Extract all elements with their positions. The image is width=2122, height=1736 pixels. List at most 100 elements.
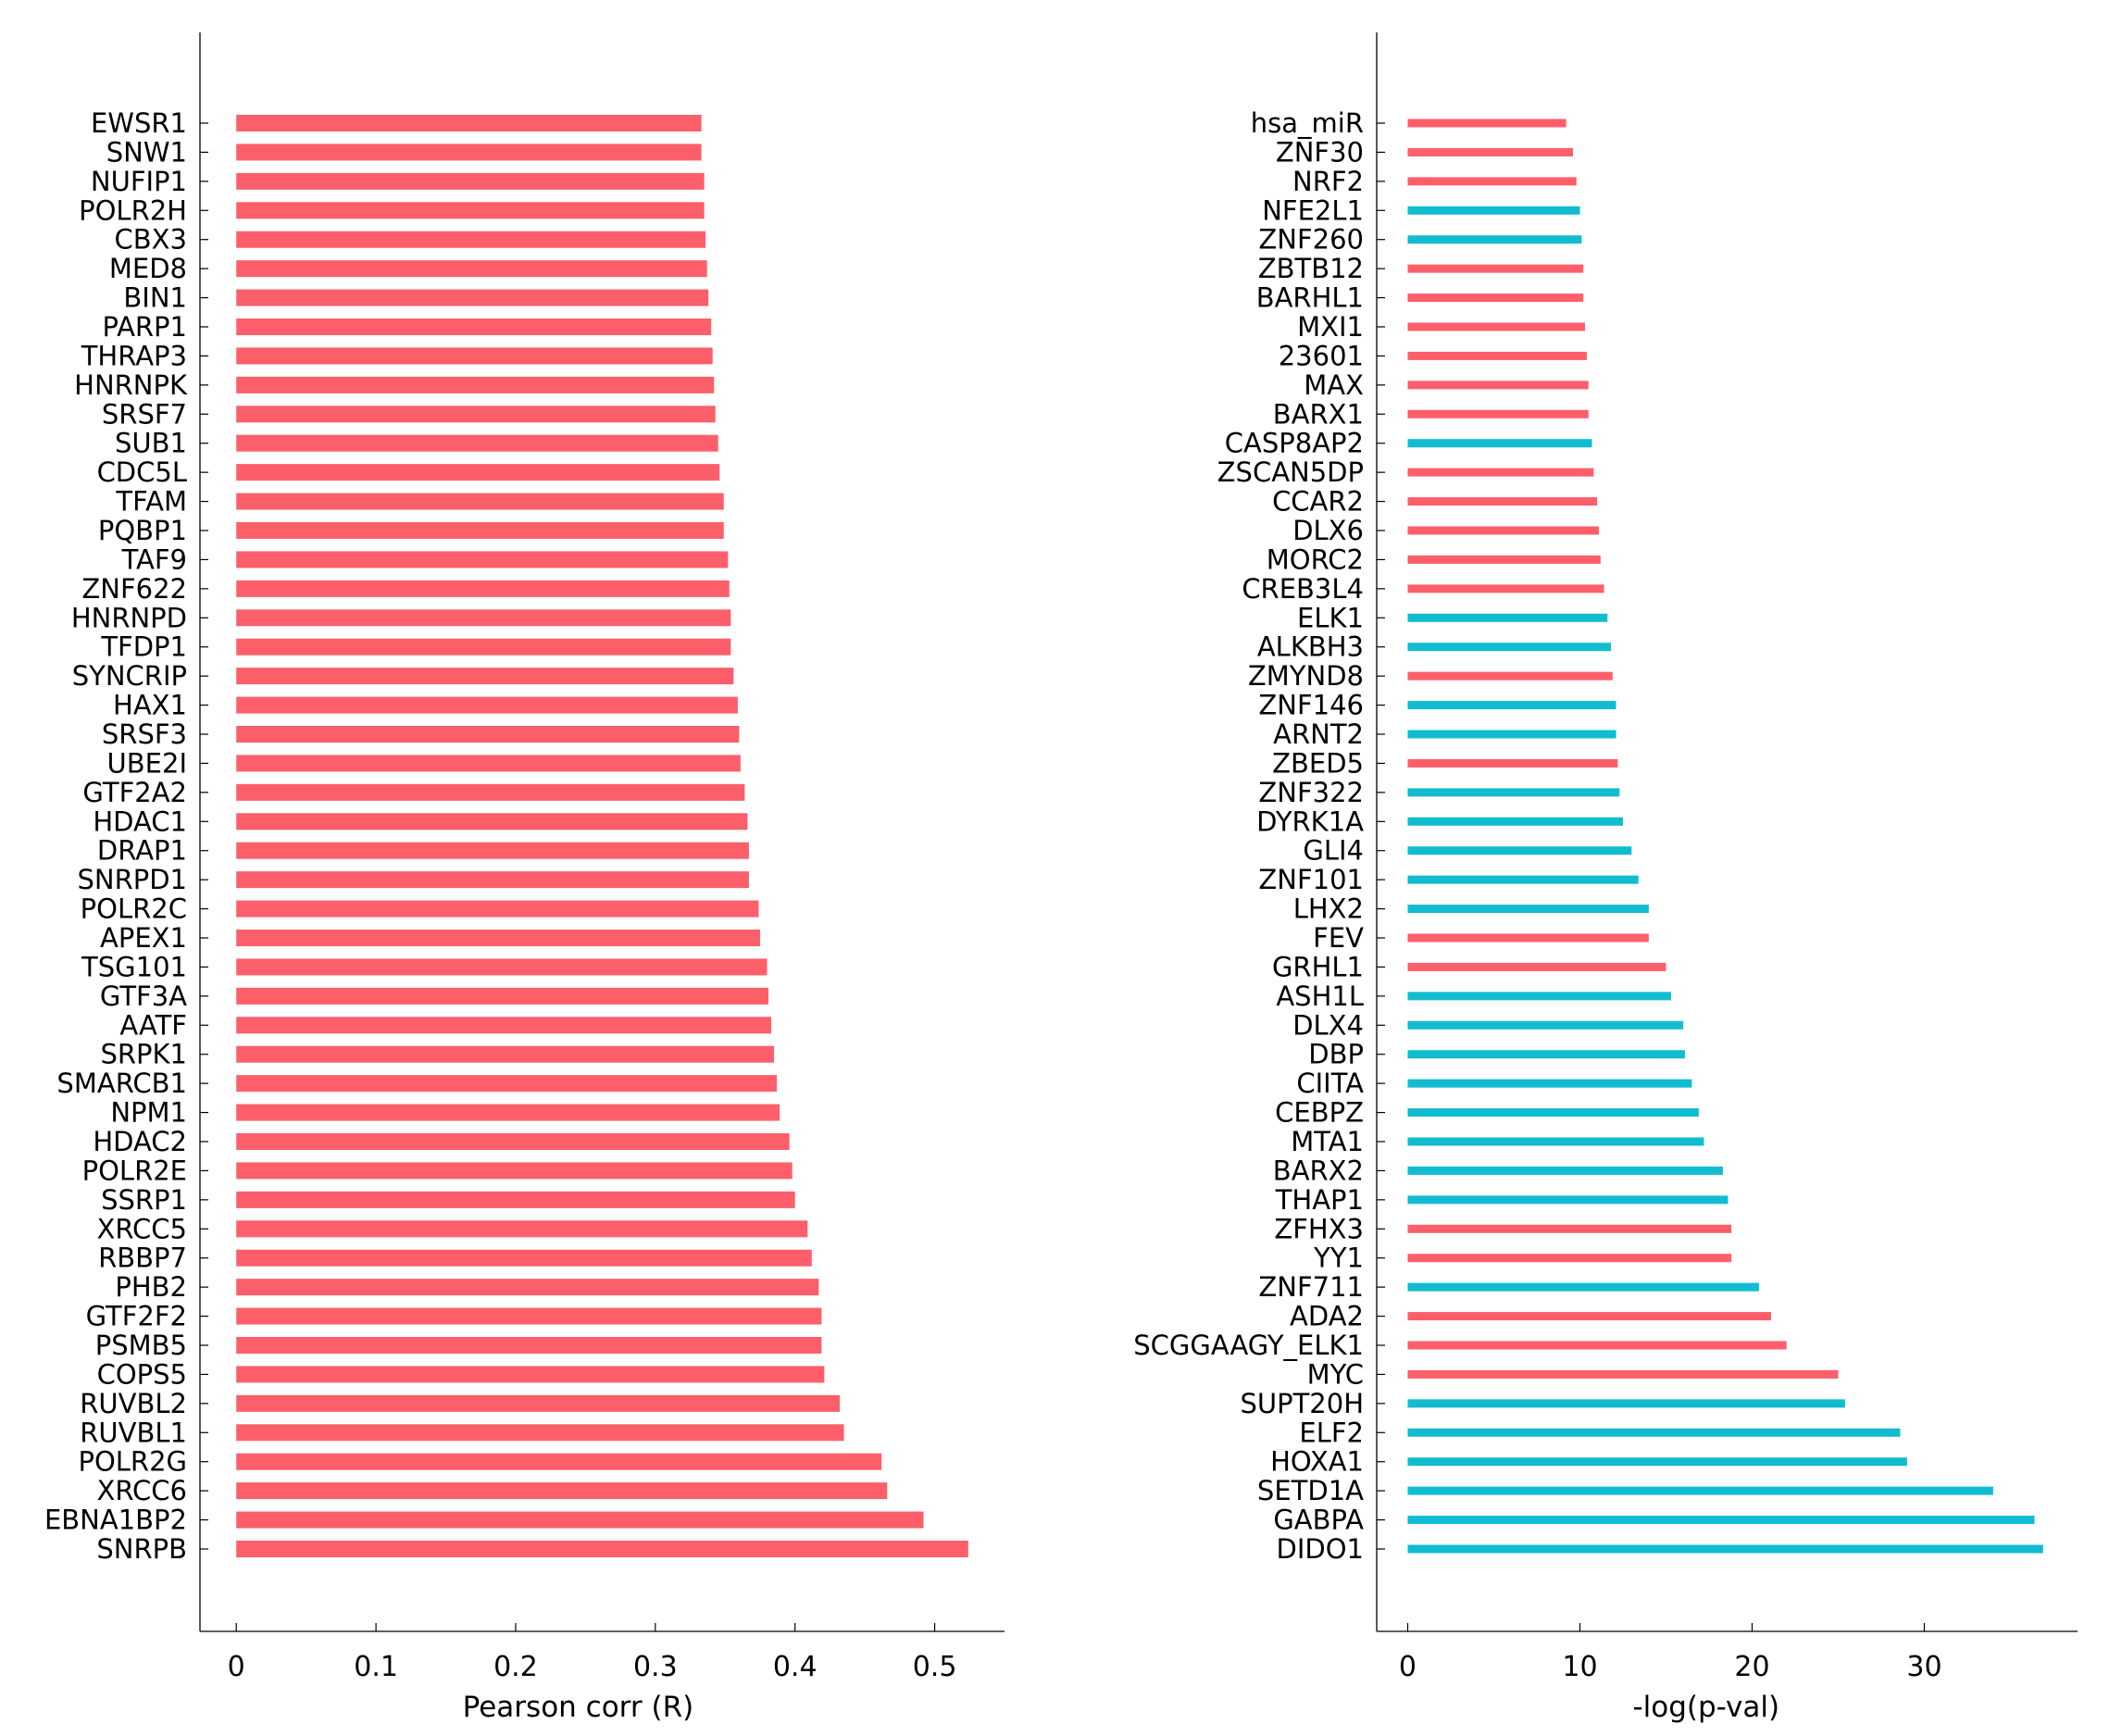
bar-THAP1 <box>1407 1195 1729 1205</box>
bar-PARP1 <box>236 318 712 335</box>
category-label: SNRPB <box>96 1533 187 1565</box>
bar-SUPT20H <box>1407 1399 1845 1408</box>
bar-DIDO1 <box>1407 1544 2043 1554</box>
x-axis-title: Pearson corr (R) <box>463 1691 694 1724</box>
category-label: HAX1 <box>113 690 187 721</box>
category-label: CEBPZ <box>1275 1097 1364 1129</box>
category-label: ARNT2 <box>1273 718 1364 750</box>
bar-GTF2A2 <box>236 783 745 801</box>
bar-ZNF260 <box>1407 235 1582 244</box>
bar-SRSF7 <box>236 406 716 423</box>
right-panel-pvalue: hsa_miRZNF30NRF2NFE2L1ZNF260ZBTB12BARHL1… <box>1133 32 2078 1724</box>
bar-GABPA <box>1407 1516 2035 1525</box>
category-label: TSG101 <box>81 951 187 982</box>
bar-SNRPD1 <box>236 871 749 889</box>
category-label: HDAC2 <box>93 1126 187 1157</box>
bar-GTF3A <box>236 987 769 1005</box>
bar-COPS5 <box>236 1366 825 1383</box>
bar-BARX2 <box>1407 1166 1723 1175</box>
category-label: SNW1 <box>106 136 187 168</box>
bar-SNW1 <box>236 144 702 161</box>
category-label: GRHL1 <box>1272 951 1364 982</box>
category-label: ZNF146 <box>1258 690 1364 721</box>
bar-HNRNPD <box>236 609 731 627</box>
bar-FEV <box>1407 933 1649 943</box>
category-label: 23601 <box>1279 340 1364 371</box>
category-label: ZSCAN5DP <box>1217 456 1364 488</box>
bar-CCAR2 <box>1407 497 1598 506</box>
category-label: POLR2H <box>79 194 187 226</box>
bar-SRSF3 <box>236 726 740 743</box>
bar-SETD1A <box>1407 1486 1993 1495</box>
bar-THRAP3 <box>236 347 713 365</box>
category-label: SUPT20H <box>1240 1388 1364 1419</box>
x-tick-label: 0.3 <box>633 1651 678 1683</box>
category-label: GLI4 <box>1303 835 1364 867</box>
bar-TFAM <box>236 493 724 510</box>
bar-MTA1 <box>1407 1137 1704 1146</box>
x-axis-title: -log(p-val) <box>1632 1691 1779 1724</box>
category-label: BARX1 <box>1273 398 1364 430</box>
category-label: YY1 <box>1313 1243 1364 1274</box>
bar-CASP8AP2 <box>1407 439 1592 448</box>
category-label: SYNCRIP <box>72 660 187 692</box>
category-label: PSMB5 <box>95 1330 187 1361</box>
bar-MYC <box>1407 1369 1839 1379</box>
bar-ZFHX3 <box>1407 1224 1732 1233</box>
category-label: LHX2 <box>1293 893 1364 925</box>
category-label: GTF2F2 <box>86 1301 187 1332</box>
category-label: TAF9 <box>121 543 187 575</box>
category-label: TFDP1 <box>100 631 187 663</box>
x-tick-label: 10 <box>1562 1651 1597 1683</box>
bar-PHB2 <box>236 1279 819 1296</box>
bar-RUVBL2 <box>236 1394 840 1412</box>
category-label: XRCC6 <box>96 1475 187 1506</box>
category-label: MAX <box>1304 369 1364 401</box>
bar-POLR2E <box>236 1162 793 1180</box>
bar-RUVBL1 <box>236 1424 844 1442</box>
category-label: AATF <box>119 1009 187 1041</box>
category-label: GTF3A <box>100 980 187 1012</box>
bar-CIITA <box>1407 1079 1692 1088</box>
category-label: GTF2A2 <box>82 777 187 808</box>
bar-ZNF322 <box>1407 788 1620 797</box>
bar-EBNA1BP2 <box>236 1511 924 1529</box>
x-tick-label: 0.2 <box>493 1651 538 1683</box>
bar-HDAC2 <box>236 1133 790 1150</box>
category-label: ELF2 <box>1299 1417 1364 1448</box>
category-label: ZNF622 <box>81 573 187 605</box>
category-label: SNRPD1 <box>77 864 187 895</box>
bar-HOXA1 <box>1407 1457 1907 1467</box>
category-label: MYC <box>1307 1358 1364 1390</box>
category-label: DRAP1 <box>97 835 187 867</box>
bar-ZNF711 <box>1407 1282 1759 1292</box>
bar-HAX1 <box>236 696 738 714</box>
category-label: ZNF101 <box>1258 864 1364 895</box>
category-label: POLR2E <box>82 1155 187 1186</box>
bar-EWSR1 <box>236 115 702 131</box>
bar-ADA2 <box>1407 1312 1771 1321</box>
bar-SRPK1 <box>236 1045 775 1063</box>
category-label: BARHL1 <box>1256 282 1364 314</box>
bar-SCGGAAGY_ELK1 <box>1407 1341 1787 1350</box>
bar-NPM1 <box>236 1104 780 1121</box>
x-tick-label: 30 <box>1906 1651 1941 1683</box>
bar-DYRK1A <box>1407 817 1623 826</box>
category-label: BIN1 <box>123 282 187 314</box>
bar-ASH1L <box>1407 992 1672 1001</box>
category-label: DIDO1 <box>1277 1533 1365 1565</box>
category-label: ZMYND8 <box>1248 660 1364 692</box>
category-label: CASP8AP2 <box>1225 428 1364 459</box>
bar-HNRNPK <box>236 376 715 393</box>
category-label: EBNA1BP2 <box>44 1505 187 1536</box>
category-label: ADA2 <box>1290 1301 1364 1332</box>
bar-SSRP1 <box>236 1191 795 1208</box>
category-label: COPS5 <box>97 1358 187 1390</box>
bar-UBE2I <box>236 755 741 772</box>
bar-RBBP7 <box>236 1249 812 1267</box>
bar-PSMB5 <box>236 1337 822 1354</box>
category-label: CREB3L4 <box>1242 573 1364 605</box>
category-label: XRCC5 <box>96 1213 187 1244</box>
category-label: RUVBL2 <box>80 1388 187 1419</box>
bar-NRF2 <box>1407 177 1577 186</box>
